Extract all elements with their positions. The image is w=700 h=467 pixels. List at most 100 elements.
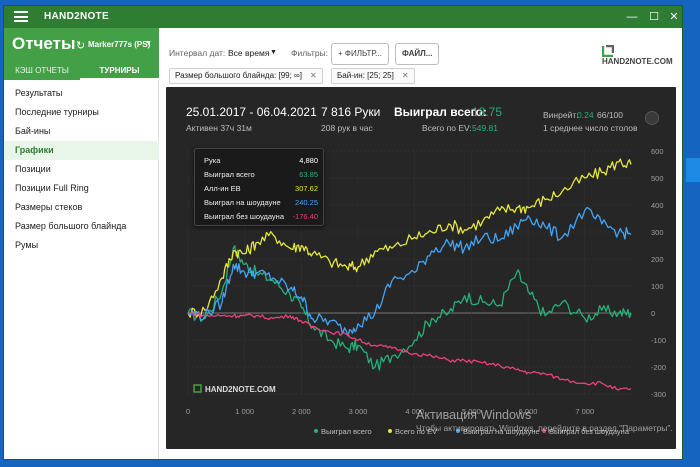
y-tick-label: 200	[651, 255, 664, 264]
tooltip-label: Выиграл на шоудауне	[204, 198, 281, 207]
series-line	[187, 206, 632, 337]
legend-label: Всего по EV	[395, 427, 437, 436]
x-tick-label: 6 000	[519, 407, 538, 416]
sidebar-item[interactable]: Бай-ины	[15, 126, 51, 136]
legend-label: Выиграл всего	[321, 427, 372, 436]
sidebar-item[interactable]: Позиции	[15, 164, 51, 174]
chevron-down-icon[interactable]: ▼	[270, 49, 277, 56]
sidebar-item[interactable]: Графики	[4, 141, 159, 160]
legend-marker	[388, 429, 392, 433]
watermark-title: Активация Windows	[416, 408, 532, 422]
hand2note-logo-icon	[602, 45, 614, 57]
sidebar-item[interactable]: Позиции Full Ring	[15, 183, 89, 193]
legend-label: Выиграл без шоудауна	[549, 427, 630, 436]
winrate-unit: 66/100	[597, 110, 623, 120]
plus-icon: +	[338, 49, 345, 58]
tooltip-row: Выиграл на шоудауне 240.25	[202, 196, 320, 209]
sidebar-item[interactable]: Результаты	[15, 88, 63, 98]
remove-filter-icon[interactable]: ✕	[401, 71, 409, 80]
tab-tournaments[interactable]: ТУРНИРЫ	[80, 62, 159, 80]
tab-cash-reports[interactable]: КЭШ ОТЧЕТЫ	[15, 66, 69, 75]
legend-marker	[542, 429, 546, 433]
chart-logo-icon	[193, 384, 202, 393]
sidebar: Результаты Последние турниры Бай-ины График…	[4, 80, 159, 459]
ev-total-label: Всего по EV:	[422, 123, 472, 133]
tooltip-value: -176.40	[292, 212, 318, 221]
avg-tables: 1 среднее число столов	[543, 123, 638, 133]
filter-chip-bigblind: Размер большого блайнда: [99; ∞] ✕	[169, 68, 323, 84]
hands-count: 7 816 Руки	[321, 105, 381, 119]
sidebar-item[interactable]: Размер большого блайнда	[15, 221, 127, 231]
x-tick-label: 1 000	[235, 407, 254, 416]
date-range-select[interactable]: Все время	[228, 48, 270, 58]
date-range-label: Интервал дат:	[169, 48, 226, 58]
filter-button[interactable]: + ФИЛЬТР...	[331, 43, 389, 65]
filter-toolbar: Интервал дат: Все время ▼ Фильтры: + ФИЛ…	[159, 40, 682, 68]
maximize-icon[interactable]: ☐	[649, 11, 659, 23]
watermark-subtitle: Чтобы активировать Windows, перейдите в …	[416, 423, 673, 433]
minimize-icon[interactable]: —	[626, 11, 638, 23]
tooltip-label: Алл-ин EB	[204, 184, 241, 193]
app-window: HAND2NOTE — ☐ ✕ Отчеты ↻ Marker777s (PS)…	[3, 5, 683, 460]
y-tick-label: 0	[651, 309, 655, 318]
profit-chart: -300 -200 -100 0 100 200 300 400 500 600 0 1 000 2 0…	[186, 147, 666, 436]
close-icon[interactable]: ✕	[669, 11, 679, 23]
y-tick-label: 600	[651, 147, 664, 156]
active-time: Активен 37ч 31м	[186, 123, 252, 133]
winrate-label: Винрейт:	[543, 110, 579, 120]
hands-per-hour: 208 рук в час	[321, 123, 373, 133]
remove-filter-icon[interactable]: ✕	[309, 71, 317, 80]
sidebar-item[interactable]: Румы	[15, 240, 39, 250]
chip-label: Бай-ин: [25; 25]	[337, 71, 394, 80]
sidebar-item[interactable]: Размеры стеков	[15, 202, 83, 212]
tooltip-value: 240.25	[295, 198, 318, 207]
tooltip-row: Рука 4,880	[202, 154, 320, 167]
y-tick-label: -300	[651, 390, 666, 399]
series-line	[187, 158, 632, 318]
tooltip-value: 4,880	[299, 156, 318, 165]
ev-total-value: 549.81	[472, 123, 498, 133]
page-title: Отчеты	[12, 34, 76, 53]
tooltip-label: Выиграл всего	[204, 170, 255, 179]
title-bar: HAND2NOTE — ☐ ✕	[4, 6, 682, 28]
report-tabs: КЭШ ОТЧЕТЫ ТУРНИРЫ	[4, 62, 159, 80]
legend-marker	[456, 429, 460, 433]
tooltip-label: Выиграл без шоудауна	[204, 212, 284, 221]
x-tick-label: 7 000	[575, 407, 594, 416]
x-tick-label: 0	[186, 407, 190, 416]
active-filters: Размер большого блайнда: [99; ∞] ✕ Бай-ин…	[159, 68, 682, 86]
tooltip-row: Алл-ин EB 307.62	[202, 182, 320, 195]
x-tick-label: 2 000	[292, 407, 311, 416]
graph-panel: 25.01.2017 - 06.04.2021 Активен 37ч 31м …	[166, 87, 676, 449]
winrate-value: 0.24	[577, 110, 594, 120]
hand-tooltip: Рука 4,880 Выиграл всего 63.85 Алл-ин EB 307.…	[194, 148, 324, 226]
series-line	[188, 312, 632, 391]
desktop-icon[interactable]	[686, 158, 700, 182]
filter-chip-buyin: Бай-ин: [25; 25] ✕	[331, 68, 415, 84]
tooltip-value: 63.85	[299, 170, 318, 179]
date-range: 25.01.2017 - 06.04.2021	[186, 105, 317, 119]
refresh-icon[interactable]: ↻	[76, 40, 86, 52]
legend-label: Выиграл на шоудауне	[463, 427, 540, 436]
filters-label: Фильтры:	[291, 48, 329, 58]
tooltip-row: Выиграл всего 63.85	[202, 168, 320, 181]
x-tick-label: 3 000	[349, 407, 368, 416]
y-tick-label: 500	[651, 174, 664, 183]
reports-header: Отчеты ↻ Marker777s (PS) ▼	[4, 28, 159, 62]
y-tick-label: 300	[651, 228, 664, 237]
chip-label: Размер большого блайнда: [99; ∞]	[175, 71, 302, 80]
hamburger-menu-icon[interactable]	[14, 11, 28, 22]
settings-gear-icon[interactable]	[645, 111, 659, 125]
file-button[interactable]: ФАЙЛ...	[395, 43, 440, 65]
chevron-down-icon[interactable]: ▼	[145, 40, 152, 47]
logo-text: HAND2NOTE.COM	[602, 57, 673, 66]
y-tick-label: -100	[651, 336, 666, 345]
app-title: HAND2NOTE	[44, 11, 109, 22]
y-tick-label: -200	[651, 363, 666, 372]
sidebar-item[interactable]: Последние турниры	[15, 107, 99, 117]
chart-logo-text: HAND2NOTE.COM	[205, 385, 276, 394]
y-tick-label: 400	[651, 201, 664, 210]
x-tick-label: 5 000	[462, 407, 481, 416]
account-selector[interactable]: Marker777s (PS)	[88, 40, 151, 49]
brand-logo: HAND2NOTE.COM	[602, 45, 682, 66]
